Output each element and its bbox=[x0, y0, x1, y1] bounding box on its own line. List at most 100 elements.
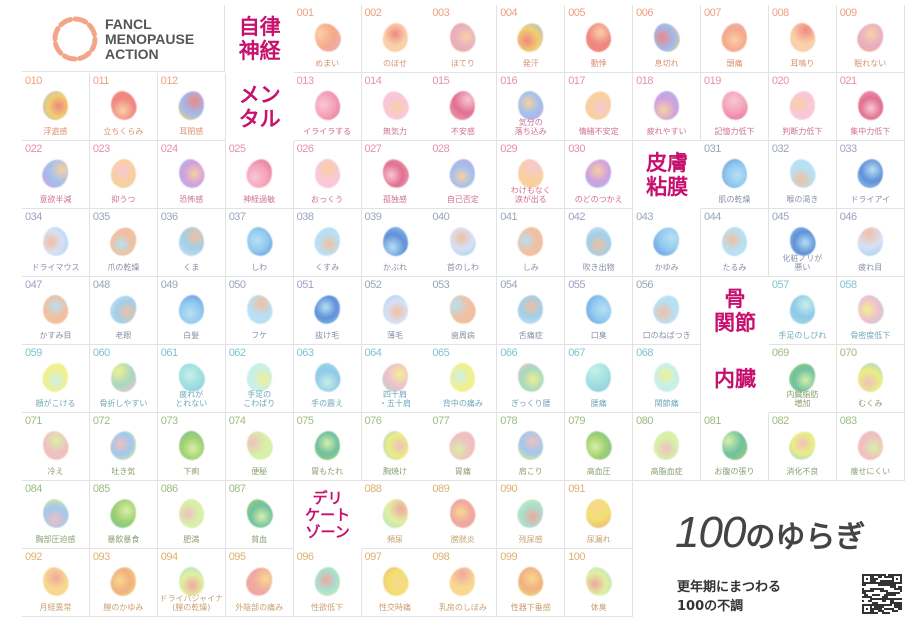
symptom-card[interactable]: 040 首のしわ bbox=[429, 209, 498, 277]
symptom-card[interactable]: 086 肥満 bbox=[157, 481, 226, 549]
symptom-card[interactable]: 053 歯周病 bbox=[429, 277, 498, 345]
symptom-card[interactable]: 073 下痢 bbox=[157, 413, 226, 481]
symptom-card[interactable]: 099 性器下垂感 bbox=[497, 549, 566, 617]
symptom-card[interactable]: 004 発汗 bbox=[497, 5, 566, 73]
symptom-card[interactable]: 080 高脂血症 bbox=[633, 413, 702, 481]
symptom-card[interactable]: 007 頭痛 bbox=[701, 5, 769, 73]
symptom-card[interactable]: 062 手足の こわばり bbox=[225, 345, 294, 413]
symptom-card[interactable]: 093 膣のかゆみ bbox=[89, 549, 158, 617]
symptom-card[interactable]: 037 しわ bbox=[225, 209, 294, 277]
symptom-card[interactable]: 048 老眼 bbox=[89, 277, 158, 345]
symptom-card[interactable]: 027 孤独感 bbox=[361, 141, 430, 209]
symptom-card[interactable]: 020 判断力低下 bbox=[768, 73, 837, 141]
symptom-card[interactable]: 038 くすみ bbox=[293, 209, 362, 277]
symptom-card[interactable]: 070 むくみ bbox=[836, 345, 905, 413]
symptom-card[interactable]: 043 かゆみ bbox=[633, 209, 702, 277]
symptom-card[interactable]: 032 喉の渇き bbox=[768, 141, 837, 209]
symptom-card[interactable]: 066 ぎっくり腰 bbox=[497, 345, 566, 413]
symptom-card[interactable]: 083 痩せにくい bbox=[836, 413, 905, 481]
symptom-card[interactable]: 008 耳鳴り bbox=[768, 5, 837, 73]
symptom-card[interactable]: 001 めまい bbox=[293, 5, 362, 73]
symptom-card[interactable]: 047 かすみ目 bbox=[22, 277, 90, 345]
qr-code-icon[interactable] bbox=[862, 574, 902, 614]
symptom-card[interactable]: 044 たるみ bbox=[701, 209, 769, 277]
symptom-card[interactable]: 049 白髪 bbox=[157, 277, 226, 345]
symptom-card[interactable]: 069 内臓脂肪 増加 bbox=[768, 345, 837, 413]
symptom-card[interactable]: 029 わけもなく 涙が出る bbox=[497, 141, 566, 209]
symptom-card[interactable]: 050 フケ bbox=[225, 277, 294, 345]
symptom-card[interactable]: 023 抑うつ bbox=[89, 141, 158, 209]
symptom-card[interactable]: 036 くま bbox=[157, 209, 226, 277]
symptom-card[interactable]: 098 乳房のしぼみ bbox=[429, 549, 498, 617]
symptom-card[interactable]: 005 動悸 bbox=[565, 5, 634, 73]
symptom-card[interactable]: 006 息切れ bbox=[633, 5, 702, 73]
symptom-card[interactable]: 003 ほてり bbox=[429, 5, 498, 73]
symptom-card[interactable]: 079 高血圧 bbox=[565, 413, 634, 481]
symptom-card[interactable]: 051 抜け毛 bbox=[293, 277, 362, 345]
symptom-card[interactable]: 060 骨折しやすい bbox=[89, 345, 158, 413]
symptom-card[interactable]: 024 恐怖感 bbox=[157, 141, 226, 209]
symptom-card[interactable]: 061 疲れが とれない bbox=[157, 345, 226, 413]
symptom-card[interactable]: 056 口のねばつき bbox=[633, 277, 702, 345]
symptom-card[interactable]: 010 浮遊感 bbox=[22, 73, 90, 141]
symptom-card[interactable]: 035 爪の乾燥 bbox=[89, 209, 158, 277]
symptom-card[interactable]: 025 神経過敏 bbox=[225, 141, 294, 209]
symptom-card[interactable]: 088 頻尿 bbox=[361, 481, 430, 549]
symptom-card[interactable]: 100 体臭 bbox=[565, 549, 634, 617]
symptom-card[interactable]: 026 おっくう bbox=[293, 141, 362, 209]
symptom-card[interactable]: 081 お腹の張り bbox=[701, 413, 769, 481]
symptom-card[interactable]: 014 無気力 bbox=[361, 73, 430, 141]
symptom-card[interactable]: 057 手足のしびれ bbox=[768, 277, 837, 345]
symptom-card[interactable]: 033 ドライアイ bbox=[836, 141, 905, 209]
symptom-card[interactable]: 063 手の震え bbox=[293, 345, 362, 413]
symptom-card[interactable]: 013 イライラする bbox=[293, 73, 362, 141]
symptom-card[interactable]: 039 かぶれ bbox=[361, 209, 430, 277]
symptom-card[interactable]: 071 冷え bbox=[22, 413, 90, 481]
symptom-card[interactable]: 097 性交時痛 bbox=[361, 549, 430, 617]
symptom-card[interactable]: 075 胃もたれ bbox=[293, 413, 362, 481]
symptom-card[interactable]: 065 背中の痛み bbox=[429, 345, 498, 413]
symptom-card[interactable]: 059 顔がこける bbox=[22, 345, 90, 413]
symptom-card[interactable]: 011 立ちくらみ bbox=[89, 73, 158, 141]
symptom-card[interactable]: 002 のぼせ bbox=[361, 5, 430, 73]
symptom-card[interactable]: 015 不安感 bbox=[429, 73, 498, 141]
symptom-card[interactable]: 076 胸焼け bbox=[361, 413, 430, 481]
symptom-card[interactable]: 072 吐き気 bbox=[89, 413, 158, 481]
symptom-card[interactable]: 082 消化不良 bbox=[768, 413, 837, 481]
symptom-card[interactable]: 017 情緒不安定 bbox=[565, 73, 634, 141]
symptom-card[interactable]: 046 疲れ目 bbox=[836, 209, 905, 277]
symptom-card[interactable]: 090 残尿感 bbox=[497, 481, 566, 549]
symptom-card[interactable]: 074 便秘 bbox=[225, 413, 294, 481]
symptom-card[interactable]: 016 気分の 落ち込み bbox=[497, 73, 566, 141]
symptom-card[interactable]: 041 しみ bbox=[497, 209, 566, 277]
symptom-card[interactable]: 045 化粧ノリが 悪い bbox=[768, 209, 837, 277]
symptom-card[interactable]: 052 薄毛 bbox=[361, 277, 430, 345]
symptom-card[interactable]: 068 関節痛 bbox=[633, 345, 702, 413]
symptom-card[interactable]: 022 意欲半減 bbox=[22, 141, 90, 209]
symptom-card[interactable]: 034 ドライマウス bbox=[22, 209, 90, 277]
symptom-card[interactable]: 091 尿漏れ bbox=[565, 481, 634, 549]
symptom-card[interactable]: 085 暴飲暴食 bbox=[89, 481, 158, 549]
symptom-card[interactable]: 058 骨密度低下 bbox=[836, 277, 905, 345]
symptom-card[interactable]: 092 月経異常 bbox=[22, 549, 90, 617]
symptom-card[interactable]: 018 疲れやすい bbox=[633, 73, 702, 141]
symptom-card[interactable]: 019 記憶力低下 bbox=[701, 73, 769, 141]
symptom-card[interactable]: 087 貧血 bbox=[225, 481, 294, 549]
symptom-card[interactable]: 084 胸部圧迫感 bbox=[22, 481, 90, 549]
symptom-card[interactable]: 031 肌の乾燥 bbox=[701, 141, 769, 209]
symptom-card[interactable]: 078 肩こり bbox=[497, 413, 566, 481]
symptom-card[interactable]: 009 眠れない bbox=[836, 5, 905, 73]
symptom-card[interactable]: 028 自己否定 bbox=[429, 141, 498, 209]
symptom-card[interactable]: 089 膀胱炎 bbox=[429, 481, 498, 549]
symptom-card[interactable]: 042 吹き出物 bbox=[565, 209, 634, 277]
symptom-card[interactable]: 012 耳閉感 bbox=[157, 73, 226, 141]
symptom-card[interactable]: 064 四十肩 ・五十肩 bbox=[361, 345, 430, 413]
symptom-card[interactable]: 094 ドライバジャイナ (膣の乾燥) bbox=[157, 549, 226, 617]
symptom-card[interactable]: 054 舌痛症 bbox=[497, 277, 566, 345]
symptom-card[interactable]: 095 外陰部の痛み bbox=[225, 549, 294, 617]
symptom-card[interactable]: 055 口臭 bbox=[565, 277, 634, 345]
symptom-card[interactable]: 096 性欲低下 bbox=[293, 549, 362, 617]
symptom-card[interactable]: 077 胃痛 bbox=[429, 413, 498, 481]
symptom-card[interactable]: 067 腰痛 bbox=[565, 345, 634, 413]
symptom-card[interactable]: 021 集中力低下 bbox=[836, 73, 905, 141]
